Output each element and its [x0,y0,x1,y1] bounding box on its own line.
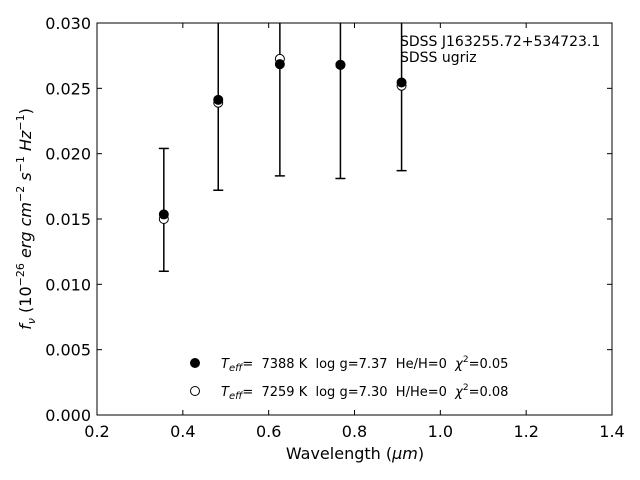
annotation-line-2: SDSS ugriz [400,50,477,66]
legend-2-teff: T [221,385,230,400]
point-filled [274,59,285,70]
y-label-exp4: −1 [14,114,27,130]
legend-entry-2: Teff= 7259 K log g=7.30 H/He=0 χ2=0.08 [221,383,508,402]
legend-1-teff-sub: eff [229,363,244,374]
legend-1-chi: χ [454,357,464,372]
plot-layer [158,23,407,273]
y-label-units2: s [16,172,35,185]
legend-2-text: = 7259 K log g=7.30 H/He=0 [242,385,455,400]
y-tick-label: 0.015 [45,210,91,229]
legend-marker-open [190,386,200,396]
y-tick-label: 0.030 [45,14,91,33]
legend-2-teff-sub: eff [229,391,244,402]
legend: Teff= 7388 K log g=7.37 He/H=0 χ2=0.05 T… [190,355,508,402]
y-label-exp2: −2 [14,186,27,202]
y-axis-label: fν (10−26 erg cm−2 s−1 Hz−1) [14,108,38,330]
plot-frame [96,22,613,416]
x-axis-label-close: ) [418,444,424,463]
ticks-layer: 0.2 0.4 0.6 0.8 1.0 1.2 1.4 0.000 0.005 0.010 0.01… [45,14,625,441]
y-tick-label: 0.020 [45,145,91,164]
legend-marker-filled [190,358,200,368]
y-label-f: f [16,322,35,330]
legend-2-chi-val: =0.08 [469,385,509,400]
x-axis-label-unit: μm [391,444,418,463]
legend-entry-1: Teff= 7388 K log g=7.37 He/H=0 χ2=0.05 [221,355,508,374]
x-tick-label: 1.2 [513,422,538,441]
y-label-exp3: −1 [14,156,27,172]
point-filled [335,59,346,70]
point-filled [213,94,224,105]
x-axis-label: Wavelength (μm) [286,444,424,463]
y-label-exp: −26 [14,263,27,286]
y-tick-label: 0.005 [45,341,91,360]
legend-2-chi-sup: 2 [463,383,469,393]
y-tick-label: 0.000 [45,406,91,425]
annotation: SDSS J163255.72+534723.1 SDSS ugriz [400,34,600,66]
legend-1-teff: T [221,357,230,372]
y-tick-label: 0.025 [45,79,91,98]
x-axis-label-main: Wavelength ( [286,444,392,463]
x-tick-label: 0.2 [84,422,109,441]
annotation-line-1: SDSS J163255.72+534723.1 [400,34,600,50]
y-label-rest: (10 [16,286,35,318]
y-label-close: ) [16,108,35,114]
point-filled [158,209,169,220]
y-tick-label: 0.010 [45,275,91,294]
legend-1-text: = 7388 K log g=7.37 He/H=0 [242,357,455,372]
y-label-units: erg cm [16,202,35,263]
x-tick-label: 1.0 [428,422,453,441]
legend-2-chi: χ [454,385,464,400]
legend-1-chi-sup: 2 [463,355,469,365]
legend-1-chi-val: =0.05 [469,357,509,372]
y-label-units3: Hz [16,130,35,156]
x-tick-label: 0.8 [342,422,367,441]
y-label-nu: ν [25,318,38,324]
x-tick-label: 0.6 [256,422,281,441]
x-tick-label: 1.4 [599,422,624,441]
x-tick-label: 0.4 [170,422,195,441]
point-filled [396,77,407,88]
